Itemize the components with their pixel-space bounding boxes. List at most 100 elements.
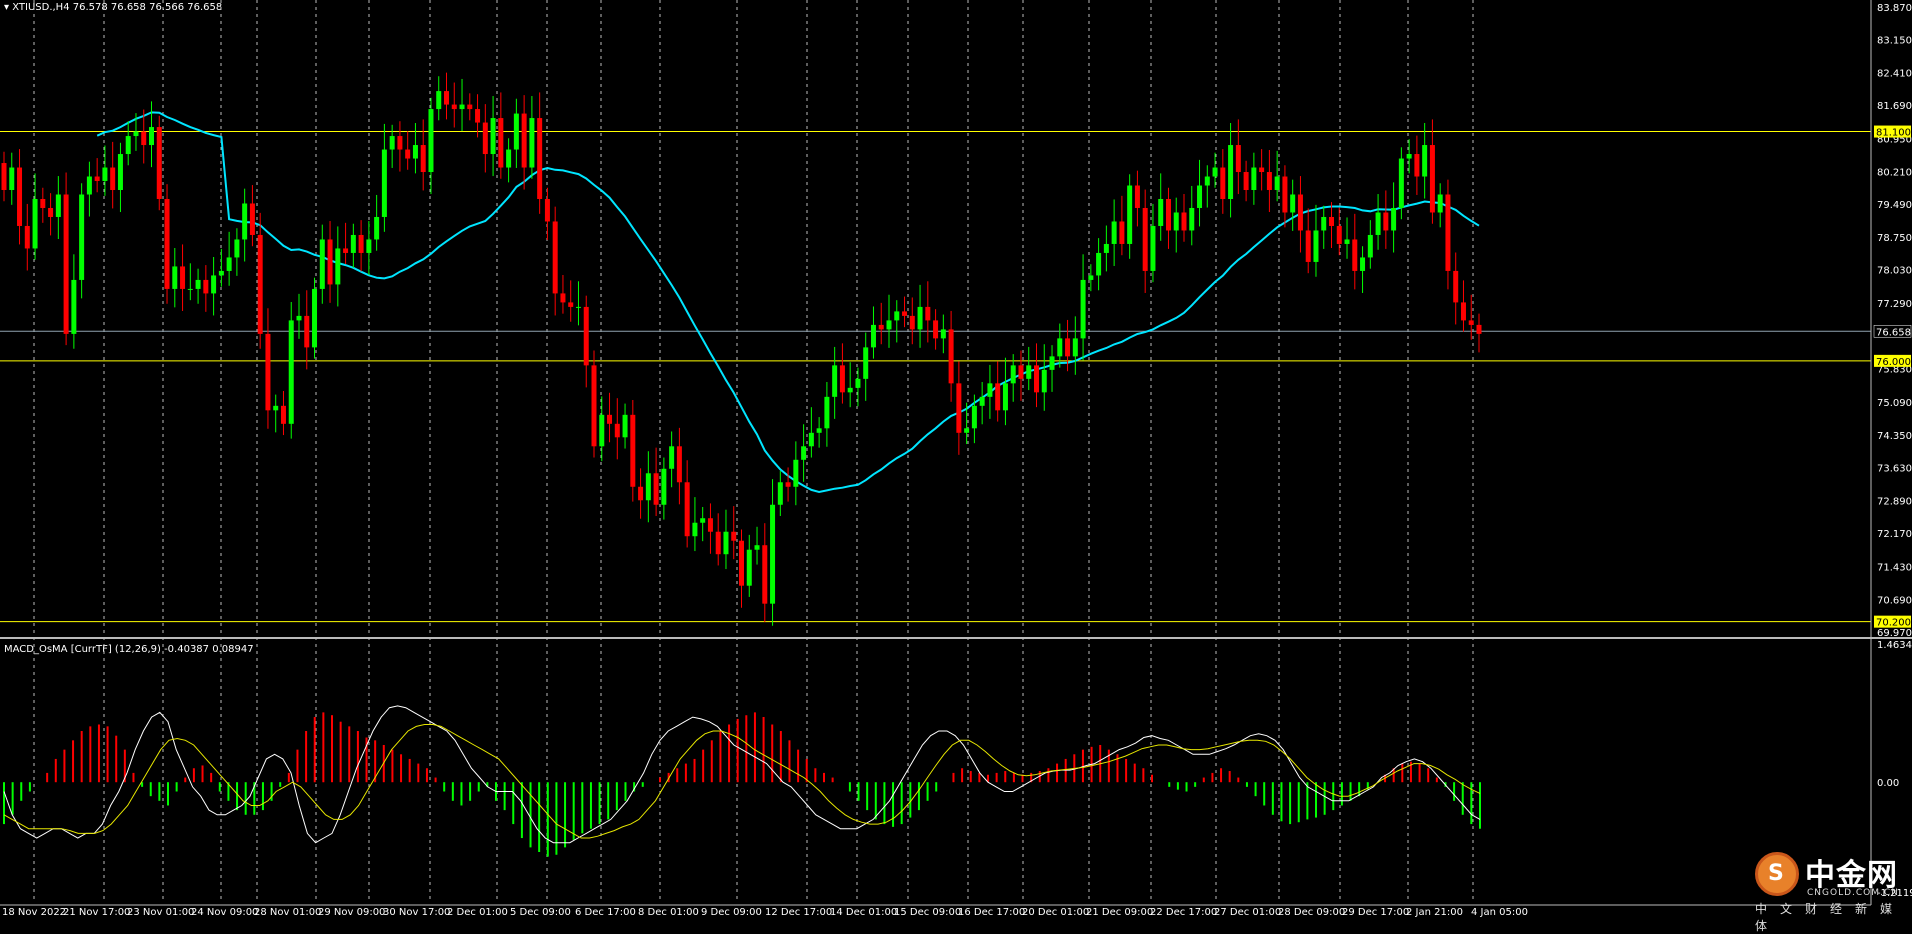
time-label: 21 Dec 09:00: [1086, 907, 1153, 918]
time-label: 16 Dec 17:00: [958, 907, 1025, 918]
candle-body: [234, 239, 240, 258]
candle-body: [1165, 198, 1171, 231]
candle-body: [630, 414, 636, 487]
price-label: 72.170: [1877, 529, 1912, 540]
price-label: 79.490: [1877, 200, 1912, 211]
candle-body: [894, 311, 900, 321]
osc-label: 0.00: [1877, 778, 1899, 789]
candle-body: [956, 383, 962, 433]
price-label: 75.090: [1877, 398, 1912, 409]
price-tag: [1874, 125, 1911, 138]
candle-body: [529, 118, 535, 168]
candle-body: [9, 167, 15, 191]
candle-body: [785, 482, 791, 487]
candle-body: [731, 531, 737, 541]
candle-body: [94, 176, 100, 182]
candle-body: [467, 104, 473, 110]
candle-body: [1111, 221, 1117, 244]
candle-body: [498, 118, 504, 168]
candle-body: [280, 405, 286, 424]
macd-line: [3, 705, 1481, 844]
time-label: 18 Nov 2022: [2, 907, 66, 918]
price-label: 74.350: [1877, 431, 1912, 442]
candle-body: [971, 405, 977, 429]
candle-body: [444, 91, 449, 105]
candle-body: [1049, 356, 1055, 370]
candle-body: [482, 122, 488, 155]
candle-body: [1189, 207, 1195, 231]
candle-body: [117, 154, 123, 191]
candle-body: [684, 482, 690, 537]
candle-body: [1018, 365, 1024, 379]
candle-body: [863, 347, 869, 379]
macd-panel: [3, 705, 1481, 857]
time-label: 20 Dec 01:00: [1022, 907, 1089, 918]
collapse-icon[interactable]: ▾: [4, 2, 10, 13]
osc-label: -1.21198: [1877, 888, 1912, 899]
candle-body: [1096, 252, 1102, 276]
candle-body: [793, 459, 799, 487]
time-label: 29 Dec 17:00: [1342, 907, 1409, 918]
candle-body: [1352, 239, 1358, 271]
candle-body: [1212, 167, 1218, 177]
candle-body: [1259, 167, 1265, 173]
candle-body: [389, 136, 395, 150]
candle-body: [436, 91, 442, 110]
candle-body: [319, 239, 325, 289]
candle-body: [770, 504, 776, 604]
candle-body: [110, 167, 116, 191]
candle-body: [1158, 198, 1164, 226]
candle-body: [614, 423, 620, 438]
candle-body: [886, 320, 892, 330]
candle-body: [669, 446, 675, 469]
candle-body: [48, 207, 54, 217]
candle-body: [979, 396, 985, 406]
price-tag: [1874, 354, 1911, 367]
candle-body: [1065, 338, 1071, 357]
candle-body: [816, 428, 822, 433]
grid: [33, 0, 1474, 903]
candle-body: [1360, 257, 1366, 271]
candle-body: [1010, 365, 1016, 384]
price-label: 83.150: [1877, 35, 1912, 46]
candle-body: [141, 131, 147, 146]
candle-body: [801, 446, 807, 460]
candle-body: [257, 234, 263, 334]
candle-body: [544, 198, 550, 222]
candle-body: [1297, 194, 1303, 231]
candle-body: [537, 118, 543, 199]
candle-body: [1367, 234, 1373, 258]
price-tag-label: 76.658: [1876, 327, 1911, 338]
candle-body: [1453, 270, 1459, 303]
candle-body: [350, 234, 356, 253]
candle-body: [71, 279, 77, 334]
candle-body: [1243, 172, 1249, 191]
time-label: 2 Dec 01:00: [447, 907, 508, 918]
candle-body: [420, 145, 426, 173]
candle-body: [715, 531, 721, 555]
candle-body: [475, 109, 481, 123]
time-label: 14 Dec 01:00: [830, 907, 897, 918]
candle-body: [172, 266, 178, 289]
candle-body: [700, 518, 706, 523]
time-label: 28 Dec 09:00: [1278, 907, 1345, 918]
horizontal-levels[interactable]: [0, 131, 1871, 623]
candle-body: [1181, 212, 1187, 231]
time-label: 15 Dec 09:00: [894, 907, 961, 918]
candle-body: [560, 293, 566, 303]
time-label: 28 Nov 01:00: [254, 907, 321, 918]
candle-body: [948, 329, 954, 384]
candle-body: [824, 396, 830, 429]
candle-body: [1041, 369, 1047, 393]
candle-body: [746, 549, 752, 586]
candle-body: [1150, 225, 1156, 271]
candle-body: [723, 531, 729, 555]
candle-body: [156, 127, 162, 199]
candle-body: [102, 167, 108, 182]
candle-body: [1088, 275, 1094, 280]
price-label: 80.950: [1877, 134, 1912, 145]
time-label: 9 Dec 09:00: [701, 907, 762, 918]
candle-body: [1460, 302, 1466, 321]
candle-body: [1375, 212, 1381, 235]
